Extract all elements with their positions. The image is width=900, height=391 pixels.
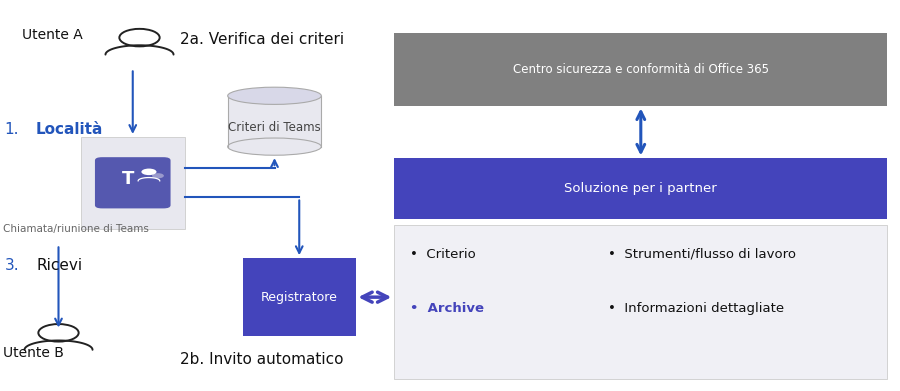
- Text: Ricevi: Ricevi: [36, 258, 82, 273]
- Text: Utente A: Utente A: [22, 28, 83, 42]
- Text: Località: Località: [36, 122, 104, 136]
- Circle shape: [152, 173, 164, 178]
- FancyBboxPatch shape: [394, 158, 887, 219]
- Text: Utente B: Utente B: [3, 346, 64, 360]
- FancyBboxPatch shape: [94, 157, 171, 208]
- Text: 1.: 1.: [4, 122, 19, 136]
- Ellipse shape: [228, 138, 321, 155]
- Text: Registratore: Registratore: [261, 291, 338, 304]
- Ellipse shape: [228, 87, 321, 104]
- FancyBboxPatch shape: [243, 258, 356, 336]
- FancyBboxPatch shape: [394, 33, 887, 106]
- Text: Chiamata/riunione di Teams: Chiamata/riunione di Teams: [3, 224, 148, 234]
- Text: •  Criterio: • Criterio: [410, 248, 475, 261]
- Text: Soluzione per i partner: Soluzione per i partner: [564, 182, 717, 195]
- Text: •  Archive: • Archive: [410, 302, 483, 316]
- FancyBboxPatch shape: [228, 96, 321, 147]
- Text: 2b. Invito automatico: 2b. Invito automatico: [180, 352, 344, 367]
- Text: T: T: [122, 170, 134, 188]
- Text: Centro sicurezza e conformità di Office 365: Centro sicurezza e conformità di Office …: [513, 63, 769, 76]
- Text: •  Informazioni dettagliate: • Informazioni dettagliate: [608, 302, 784, 316]
- Text: 2a. Verifica dei criteri: 2a. Verifica dei criteri: [180, 32, 344, 47]
- Text: Criteri di Teams: Criteri di Teams: [228, 120, 321, 134]
- Text: •  Strumenti/flusso di lavoro: • Strumenti/flusso di lavoro: [608, 248, 796, 261]
- Text: 3.: 3.: [4, 258, 19, 273]
- FancyBboxPatch shape: [394, 225, 887, 379]
- Circle shape: [141, 169, 157, 175]
- FancyBboxPatch shape: [81, 137, 184, 229]
